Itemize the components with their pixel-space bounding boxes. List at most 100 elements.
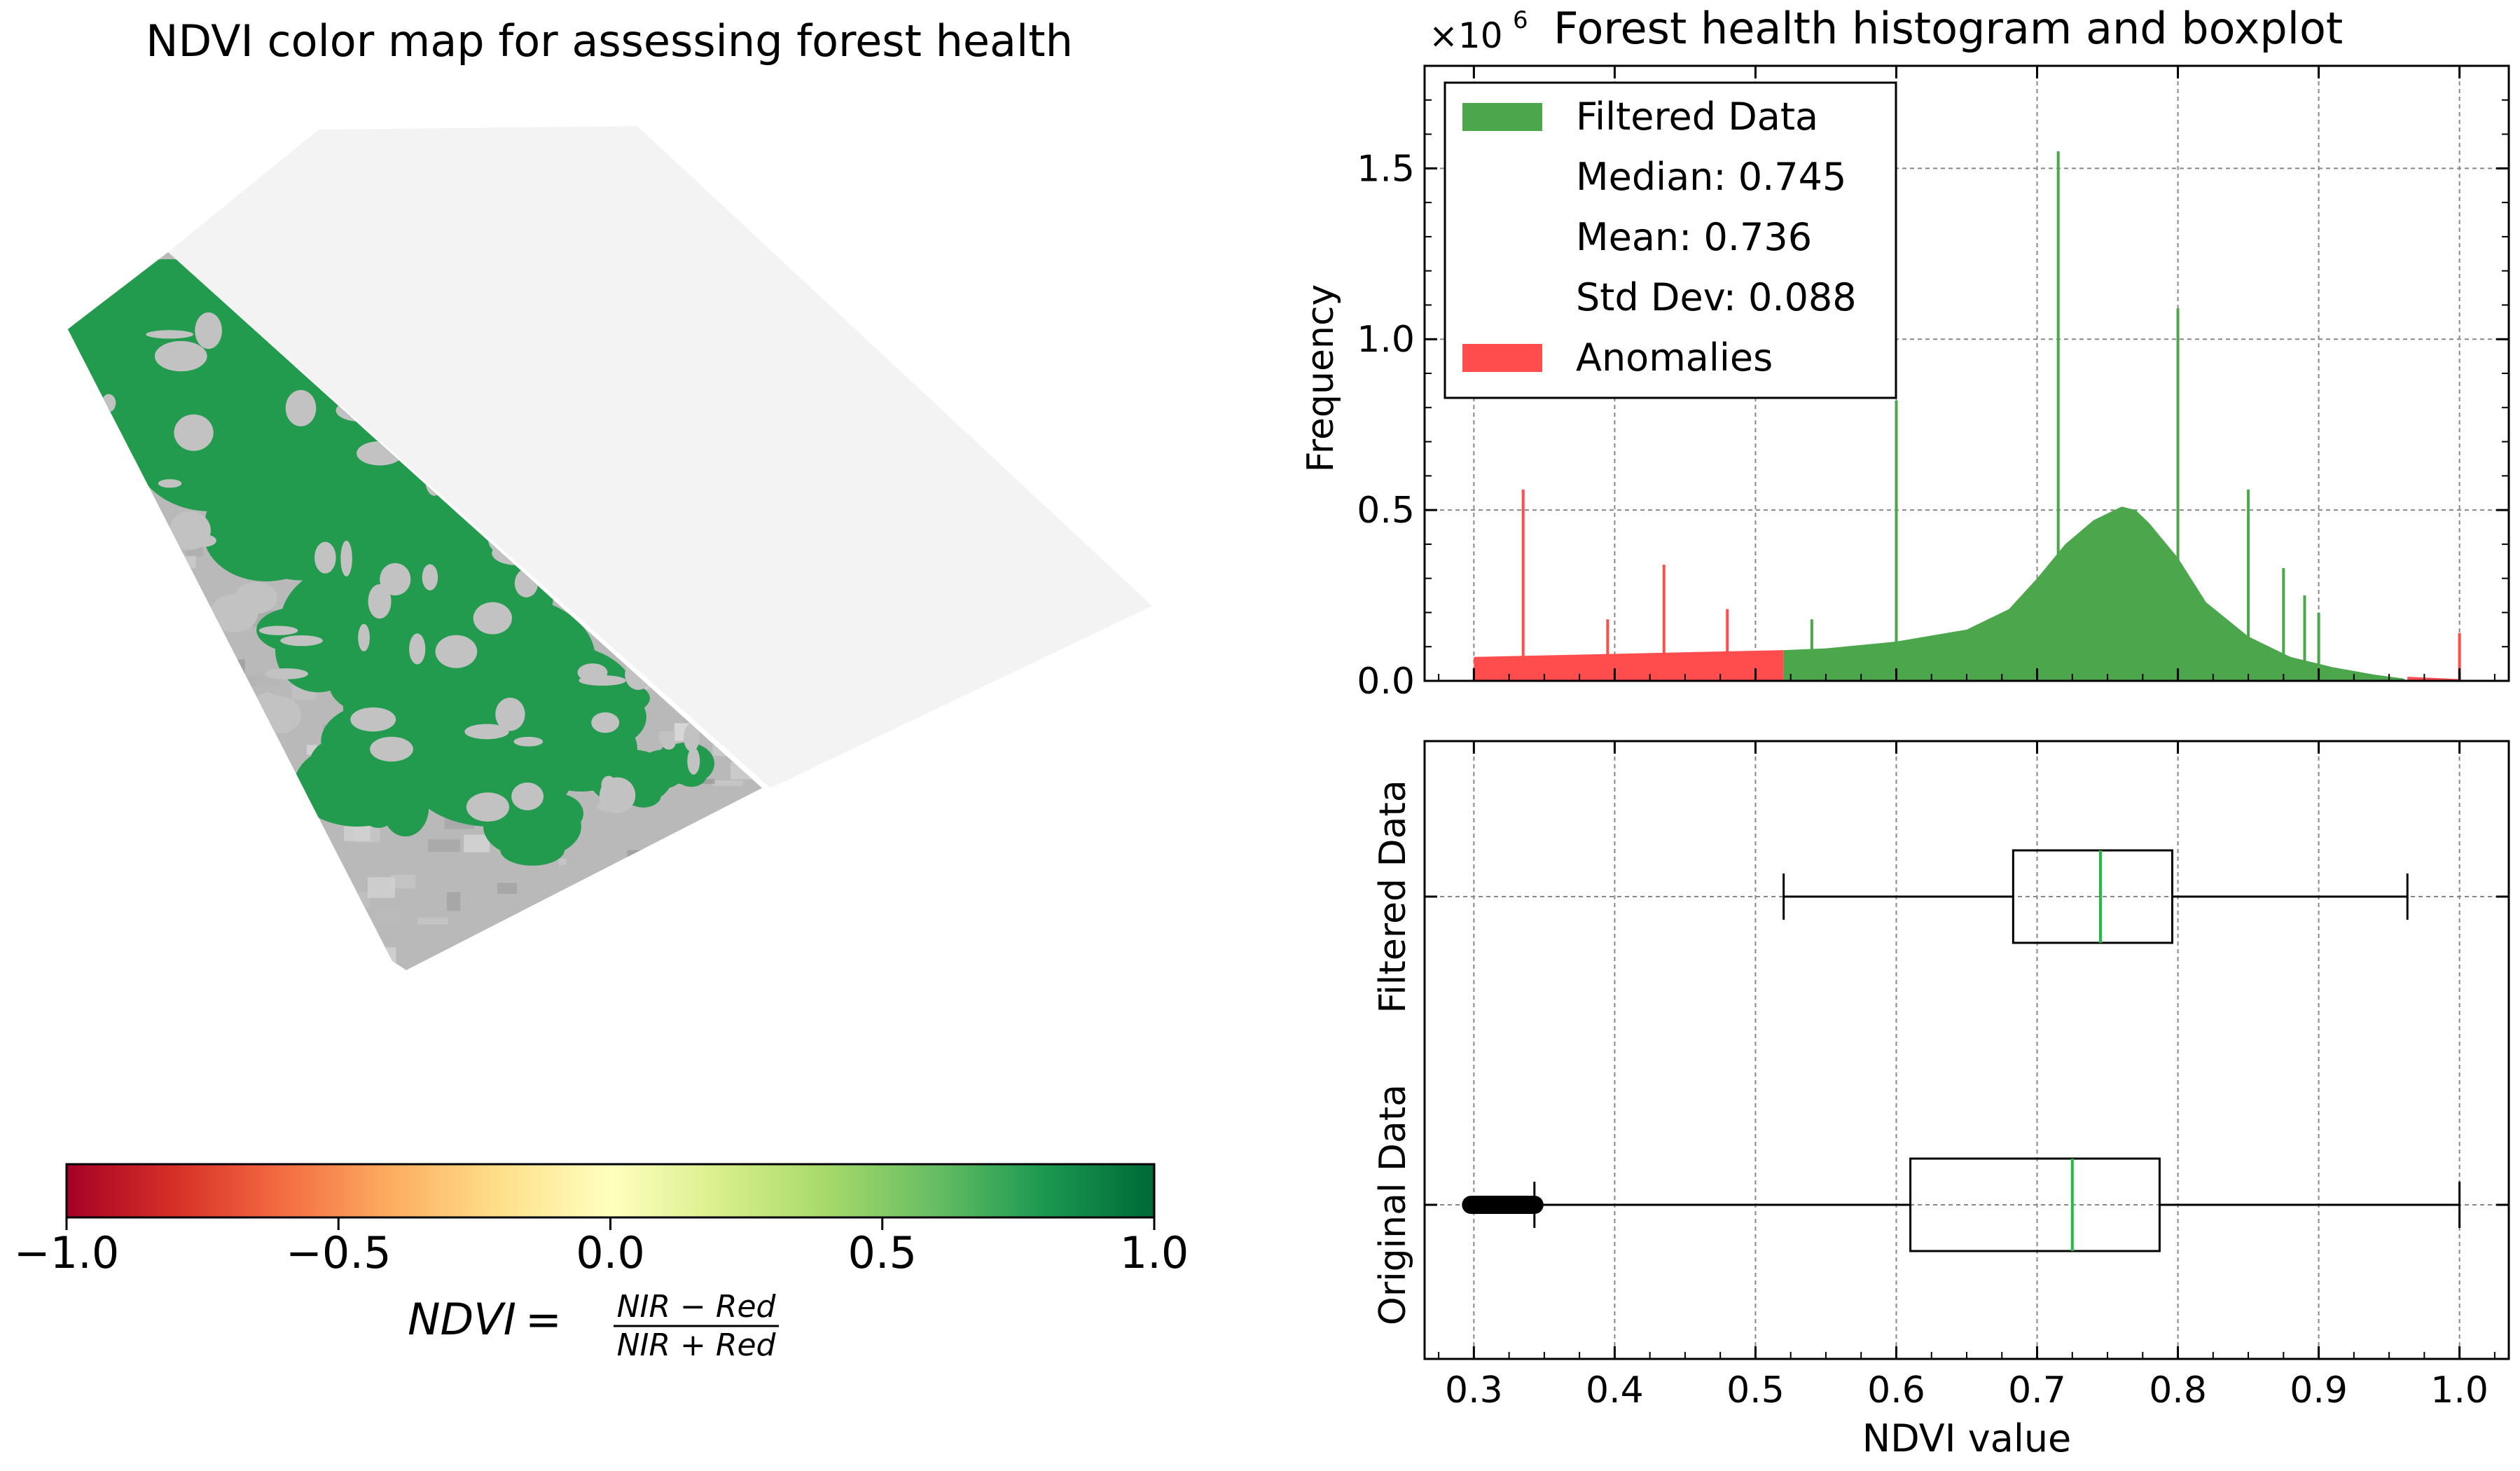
forest-patch — [305, 778, 368, 822]
non-forest-gap — [102, 394, 116, 413]
forest-patch — [382, 779, 429, 837]
colorbar-tick-label: −0.5 — [286, 1227, 392, 1278]
map-texture-cell — [109, 796, 136, 803]
forest-patch — [394, 720, 490, 777]
map-texture-cell — [160, 597, 168, 612]
map-texture-cell — [199, 857, 235, 871]
map-texture-cell — [672, 860, 683, 874]
map-texture-cell — [501, 925, 533, 937]
legend-label-filtered: Filtered Data — [1576, 95, 1818, 139]
box-iqr — [2012, 849, 2174, 944]
boxplot-panel: 0.3 0.4 0.5 0.6 0.7 0.8 0.9 1.0 Original Data Fil… — [1372, 674, 2510, 1460]
non-forest-gap — [422, 564, 438, 591]
formula-equals: = — [525, 1294, 562, 1345]
non-forest-gap — [340, 540, 352, 576]
map-texture-cell — [362, 947, 396, 967]
map-texture-cell — [91, 609, 110, 628]
colorbar-tick-label: −1.0 — [14, 1227, 120, 1278]
map-texture-cell — [93, 650, 102, 672]
forest-patch — [74, 324, 135, 378]
map-texture-cell — [88, 801, 116, 823]
map-texture-cell — [78, 969, 104, 970]
forest-patch — [328, 649, 441, 717]
map-texture-cell — [116, 776, 135, 791]
filtered-spike-bar — [2317, 612, 2320, 681]
filtered-spike-bar — [2247, 489, 2250, 681]
forest-patch — [520, 744, 567, 770]
map-texture-cell — [626, 885, 657, 891]
map-texture-cell — [627, 850, 642, 858]
histogram-legend: Filtered Data Median: 0.745 Mean: 0.736 … — [1444, 81, 1897, 399]
map-texture-cell — [201, 677, 234, 697]
formula-lhs: NDVI — [408, 1294, 516, 1345]
forest-patch — [665, 757, 686, 782]
map-texture-cell — [106, 253, 138, 258]
boxplot-x-label: NDVI value — [1862, 1416, 2072, 1460]
map-texture-cell — [574, 894, 601, 914]
boxplot-grid — [1425, 741, 2509, 1359]
non-forest-gap — [210, 594, 258, 633]
map-texture-cell — [497, 883, 518, 894]
anomaly-spike-bar — [1662, 565, 1666, 681]
map-texture-cell — [367, 877, 396, 898]
map-texture-cell — [747, 892, 762, 910]
non-forest-gap — [264, 668, 308, 679]
map-texture-cell — [223, 706, 242, 712]
colorbar-tick-label: 0.5 — [847, 1227, 917, 1278]
map-texture-cell — [103, 588, 138, 601]
y-multiplier: ×10 6 — [1429, 6, 1528, 56]
boxplot-x-tick-label: 0.3 — [1445, 1369, 1503, 1411]
non-forest-gap — [409, 633, 426, 665]
boxplot-x-tick-label: 0.6 — [1867, 1369, 1925, 1411]
legend-mean: Mean: 0.736 — [1576, 215, 1812, 259]
map-texture-cell — [676, 838, 699, 852]
boxplot-x-tick-label: 0.9 — [2290, 1369, 2348, 1411]
map-texture-cell — [90, 858, 104, 876]
map-texture-cell — [374, 908, 402, 922]
map-texture-cell — [698, 934, 730, 957]
map-texture-cell — [673, 968, 702, 970]
map-texture-cell — [73, 256, 83, 265]
non-forest-gap — [146, 330, 194, 339]
non-forest-gap — [358, 623, 370, 651]
map-texture-cell — [685, 867, 703, 890]
anomaly-spike-bar — [1606, 619, 1609, 681]
map-texture-cell — [670, 900, 693, 909]
map-texture-cell — [570, 941, 595, 960]
map-texture-cell — [537, 959, 546, 968]
box-filtered-data — [1782, 849, 2409, 944]
map-texture-cell — [728, 879, 744, 888]
anomaly-spike-bar — [2458, 633, 2461, 681]
anomaly-spike-bar — [1726, 609, 1729, 681]
map-texture-cell — [636, 965, 660, 970]
y-multiplier-exponent: 6 — [1513, 6, 1528, 34]
map-texture-cell — [670, 838, 691, 849]
histogram-ticks: 0.0 0.5 1.0 1.5 — [1357, 66, 2509, 703]
boxplot-category-label: Original Data — [1372, 1084, 1414, 1325]
filtered-bars — [1783, 506, 2408, 681]
histogram-title: Forest health histogram and boxplot — [1553, 3, 2343, 54]
boxplot-x-tick-label: 0.5 — [1726, 1369, 1785, 1411]
forest-patch — [217, 471, 259, 517]
map-texture-cell — [200, 634, 208, 653]
colorbar-tick-label: 1.0 — [1120, 1227, 1189, 1278]
ndvi-map-panel: NDVI color map for assessing forest heal… — [14, 15, 1189, 1363]
forest-patch — [71, 298, 134, 336]
non-forest-gap — [683, 723, 700, 752]
non-forest-gap — [258, 626, 298, 635]
map-texture-cell — [464, 834, 490, 852]
map-texture-cell — [608, 940, 621, 946]
non-forest-gap — [285, 389, 317, 427]
colorbar-label: NDVI = NIR − Red NIR + Red — [408, 1289, 779, 1363]
filtered-spike-bar — [2176, 308, 2180, 681]
boxplot-axes-frame — [1423, 740, 2510, 1360]
boxplot-x-tick-label: 0.8 — [2149, 1369, 2207, 1411]
map-texture-cell — [184, 862, 214, 875]
map-texture-cell — [742, 904, 762, 919]
colorbar-ticks: −1.0 −0.5 0.0 0.5 1.0 — [14, 1217, 1189, 1278]
anomalies-low-bars — [1474, 650, 1784, 681]
non-forest-gap — [97, 716, 141, 739]
non-forest-gap — [212, 801, 261, 838]
map-texture-cell — [212, 739, 232, 762]
non-forest-gap — [495, 697, 525, 731]
